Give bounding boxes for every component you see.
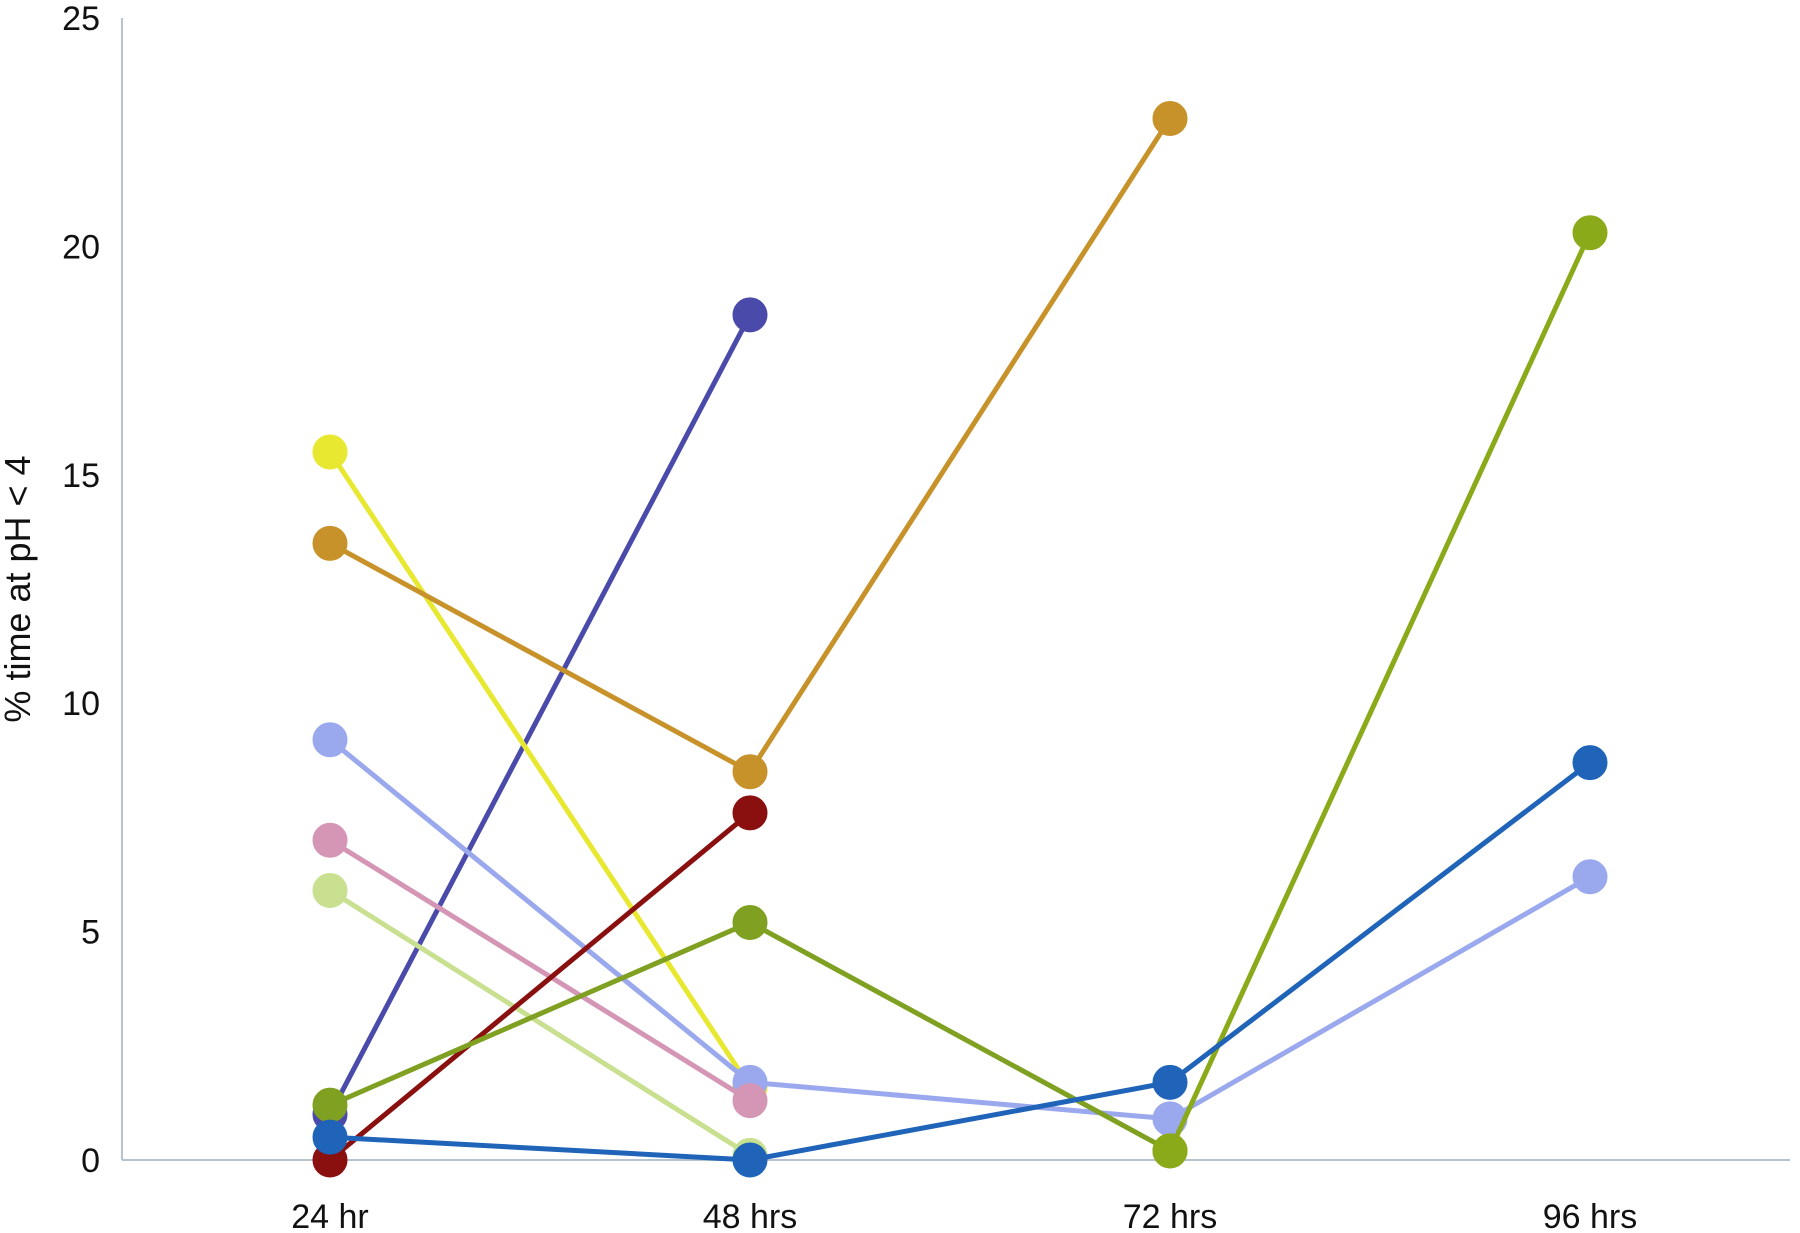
tick-labels: 0 5 10 15 20 25 24 hr 48 hrs 72 hrs 96 hrs bbox=[62, 0, 1637, 1233]
y-axis-title: % time at pH < 4 bbox=[0, 455, 38, 722]
y-tick-label: 15 bbox=[62, 457, 100, 495]
series-9 bbox=[1152, 215, 1608, 1169]
series-line bbox=[327, 312, 753, 1117]
data-point bbox=[312, 872, 348, 908]
x-tick-label: 96 hrs bbox=[1543, 1198, 1638, 1233]
series-line bbox=[327, 115, 1173, 775]
data-point bbox=[312, 822, 348, 858]
data-point bbox=[732, 754, 768, 790]
series-layer bbox=[312, 100, 1608, 1178]
series-4 bbox=[312, 722, 1608, 1137]
data-point bbox=[1152, 100, 1188, 136]
series-line bbox=[1167, 230, 1593, 1154]
axes bbox=[121, 18, 1790, 1161]
series-line bbox=[327, 449, 753, 1090]
y-tick-label: 0 bbox=[81, 1142, 100, 1180]
series-line bbox=[327, 887, 753, 1158]
data-point bbox=[1572, 215, 1608, 251]
data-point bbox=[732, 904, 768, 940]
x-tick-label: 48 hrs bbox=[703, 1198, 798, 1233]
series-10 bbox=[312, 745, 1608, 1178]
y-tick-label: 10 bbox=[62, 685, 100, 723]
data-point bbox=[1572, 745, 1608, 781]
data-point bbox=[732, 297, 768, 333]
data-point bbox=[312, 722, 348, 758]
series-line bbox=[327, 737, 1593, 1122]
y-tick-label: 5 bbox=[81, 914, 100, 952]
data-point bbox=[312, 1119, 348, 1155]
x-tick-label: 72 hrs bbox=[1123, 1198, 1218, 1233]
series-5 bbox=[312, 822, 768, 1119]
data-point bbox=[1572, 859, 1608, 895]
data-point bbox=[1152, 1064, 1188, 1100]
x-tick-label: 24 hr bbox=[291, 1198, 369, 1233]
data-point bbox=[732, 1142, 768, 1178]
data-point bbox=[1152, 1133, 1188, 1169]
series-3 bbox=[312, 100, 1188, 790]
series-line bbox=[327, 810, 753, 1163]
series-6 bbox=[312, 872, 768, 1173]
data-point bbox=[312, 1087, 348, 1123]
data-point bbox=[732, 795, 768, 831]
series-line bbox=[327, 760, 1593, 1163]
data-point bbox=[312, 434, 348, 470]
series-7 bbox=[312, 795, 768, 1178]
series-line bbox=[327, 837, 753, 1104]
series-8 bbox=[312, 904, 1188, 1169]
series-2 bbox=[312, 434, 768, 1105]
data-point bbox=[312, 525, 348, 561]
data-point bbox=[732, 1083, 768, 1119]
y-tick-label: 20 bbox=[62, 228, 100, 266]
y-tick-label: 25 bbox=[62, 0, 100, 38]
